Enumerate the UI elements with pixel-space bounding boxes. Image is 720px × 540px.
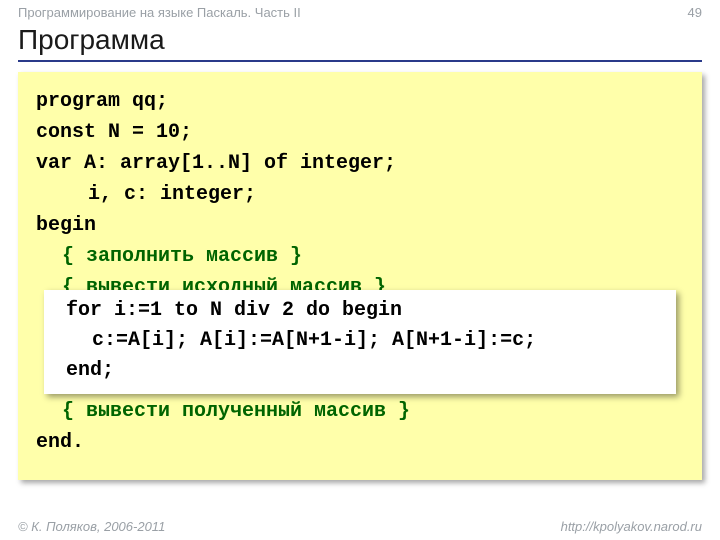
- title-underline: [18, 60, 702, 62]
- slide: Программирование на языке Паскаль. Часть…: [0, 0, 720, 540]
- page-title: Программа: [18, 24, 165, 56]
- code-line: program qq;: [36, 86, 684, 117]
- code-block-main: program qq; const N = 10; var A: array[1…: [18, 72, 702, 480]
- overlay-line: for i:=1 to N div 2 do begin: [54, 296, 666, 326]
- code-line: begin: [36, 210, 684, 241]
- code-block-overlay: for i:=1 to N div 2 do begin c:=A[i]; A[…: [44, 290, 676, 394]
- copyright: © К. Поляков, 2006-2011: [18, 519, 165, 534]
- code-line: const N = 10;: [36, 117, 684, 148]
- code-comment: { вывести полученный массив }: [36, 396, 684, 427]
- overlay-line: c:=A[i]; A[i]:=A[N+1-i]; A[N+1-i]:=c;: [54, 326, 666, 356]
- code-line: end.: [36, 427, 684, 458]
- header-bar: Программирование на языке Паскаль. Часть…: [18, 5, 702, 20]
- page-number: 49: [688, 5, 702, 20]
- code-comment: { заполнить массив }: [36, 241, 684, 272]
- code-line: var A: array[1..N] of integer;: [36, 148, 684, 179]
- footer-bar: © К. Поляков, 2006-2011 http://kpolyakov…: [18, 519, 702, 534]
- overlay-line: end;: [54, 356, 666, 386]
- source-url: http://kpolyakov.narod.ru: [561, 519, 702, 534]
- doc-title: Программирование на языке Паскаль. Часть…: [18, 5, 301, 20]
- code-line: i, c: integer;: [36, 179, 684, 210]
